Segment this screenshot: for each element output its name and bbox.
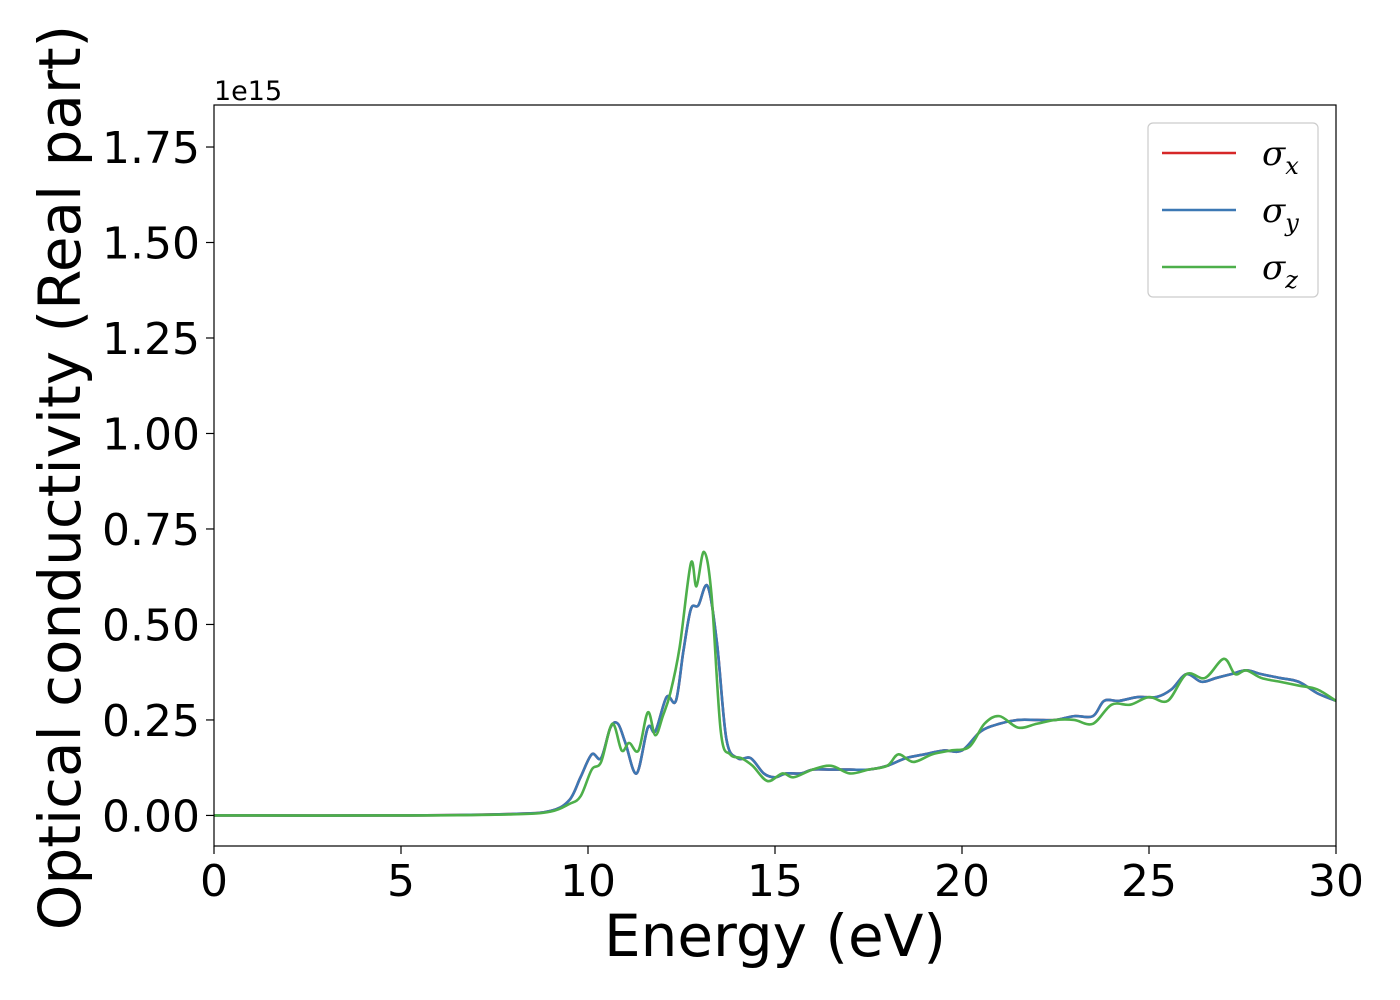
x-tick-label: 30 xyxy=(1308,856,1364,907)
x-tick-label: 10 xyxy=(560,856,616,907)
x-tick-label: 25 xyxy=(1121,856,1177,907)
x-tick-label: 20 xyxy=(934,856,990,907)
y-tick-label: 0.00 xyxy=(102,791,200,842)
y-tick-label: 0.50 xyxy=(102,600,200,651)
x-axis-title: Energy (eV) xyxy=(604,902,946,970)
series-layer xyxy=(214,550,1336,817)
ticks-layer: 0 5 10 15 20 25 30 0.00 0.25 0.50 0.75 1.00 1.25 1.50… xyxy=(102,123,1364,907)
y-offset-text: 1e15 xyxy=(214,76,282,107)
x-tick-label: 15 xyxy=(747,856,803,907)
x-tick-label: 5 xyxy=(387,856,415,907)
y-tick-label: 0.75 xyxy=(102,505,200,556)
y-axis-title: Optical conductivity (Real part) xyxy=(26,25,94,930)
y-tick-label: 1.50 xyxy=(102,219,200,270)
x-tick-label: 0 xyxy=(200,856,228,907)
y-tick-label: 0.25 xyxy=(102,696,200,747)
y-tick-label: 1.00 xyxy=(102,409,200,460)
series-line-y xyxy=(214,583,1336,817)
series-line-z xyxy=(214,550,1336,817)
y-tick-label: 1.75 xyxy=(102,123,200,174)
y-tick-label: 1.25 xyxy=(102,314,200,365)
